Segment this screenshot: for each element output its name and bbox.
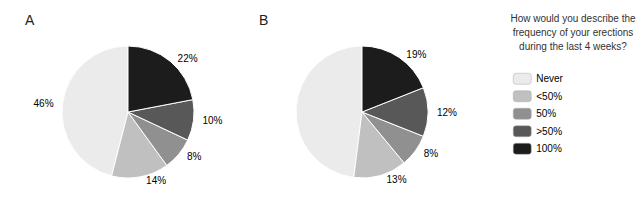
svg-text:19%: 19% (406, 49, 426, 60)
svg-text:<50%: <50% (536, 91, 562, 102)
svg-text:frequency of your erections: frequency of your erections (513, 27, 634, 38)
svg-text:during the last 4 weeks?: during the last 4 weeks? (519, 41, 627, 52)
svg-text:10%: 10% (202, 115, 222, 126)
svg-text:8%: 8% (187, 151, 202, 162)
svg-text:8%: 8% (424, 148, 439, 159)
svg-text:B: B (259, 12, 268, 28)
svg-text:14%: 14% (146, 175, 166, 186)
svg-text:>50%: >50% (536, 126, 562, 137)
svg-text:22%: 22% (178, 53, 198, 64)
svg-text:46%: 46% (34, 98, 54, 109)
svg-text:A: A (25, 12, 35, 28)
svg-text:12%: 12% (437, 107, 457, 118)
svg-text:13%: 13% (387, 174, 407, 185)
svg-text:Never: Never (536, 73, 563, 84)
svg-text:100%: 100% (536, 143, 562, 154)
svg-text:50%: 50% (536, 108, 556, 119)
svg-text:How would you describe the: How would you describe the (510, 13, 636, 24)
